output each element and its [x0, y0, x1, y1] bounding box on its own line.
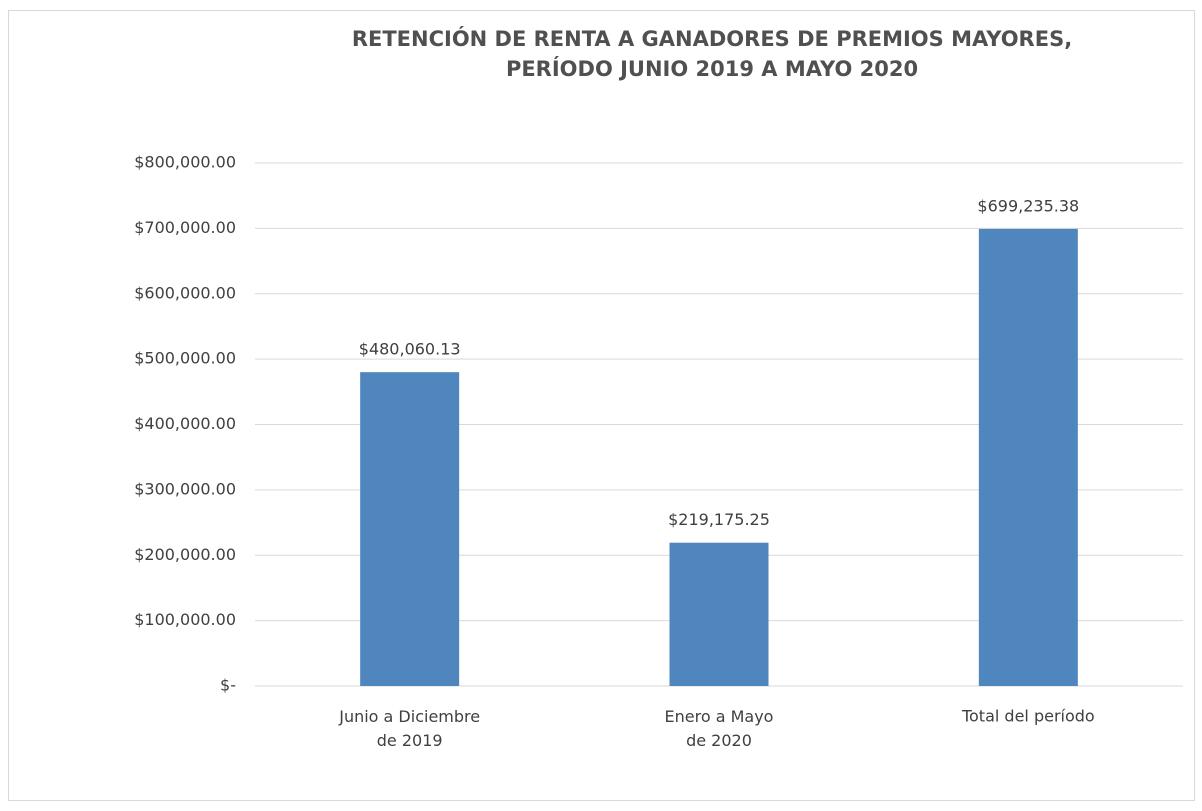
y-tick-label: $100,000.00: [134, 610, 236, 629]
data-label: $480,060.13: [359, 340, 461, 359]
y-tick-label: $800,000.00: [134, 153, 236, 172]
x-tick-label: Enero a Mayo de 2020: [665, 707, 774, 750]
y-tick-label: $400,000.00: [134, 414, 236, 433]
x-tick-label: Total del período: [961, 707, 1095, 726]
y-tick-label: $300,000.00: [134, 479, 236, 498]
bar: [360, 372, 460, 686]
y-tick-label: $600,000.00: [134, 283, 236, 302]
y-tick-label: $700,000.00: [134, 218, 236, 237]
bar: [978, 228, 1078, 686]
data-label: $219,175.25: [668, 510, 770, 529]
y-tick-label: $500,000.00: [134, 349, 236, 368]
bar: [669, 542, 769, 686]
chart-title: RETENCIÓN DE RENTA A GANADORES DE PREMIO…: [352, 26, 1072, 81]
x-tick-label: Junio a Diciembre de 2019: [338, 707, 480, 750]
y-tick-label: $-: [220, 676, 236, 695]
y-tick-label: $200,000.00: [134, 545, 236, 564]
data-label: $699,235.38: [977, 196, 1079, 215]
